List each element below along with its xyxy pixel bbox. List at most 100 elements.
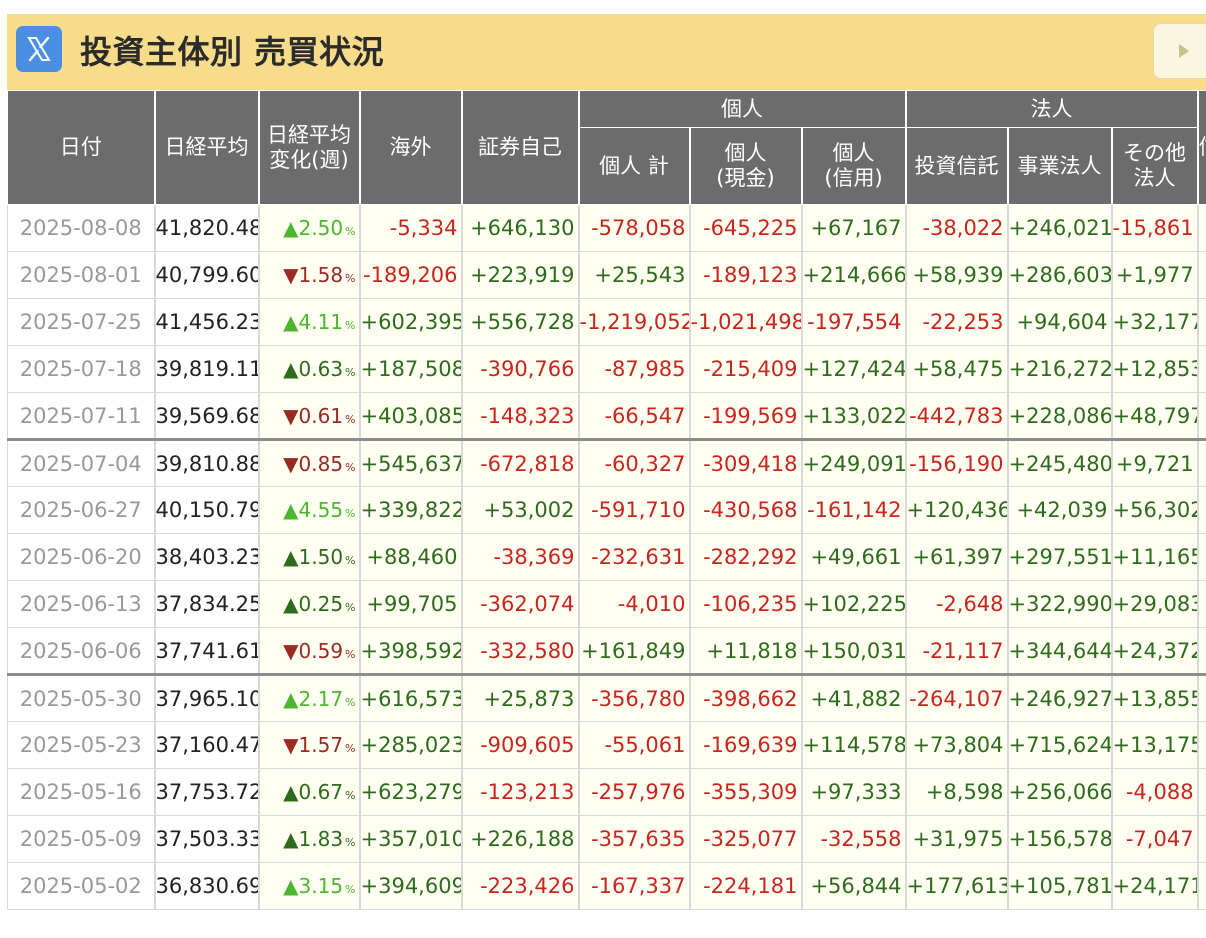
cell-nikkei: 39,569.68 [154,392,260,440]
triangle-down-icon: ▼ [283,638,299,663]
col-individual-total: 個人 計 [578,127,691,205]
cell-business-corp: +286,603 [1007,251,1113,299]
cell-foreign: -189,206 [359,251,463,299]
percent-unit: % [345,225,356,238]
cell-foreign: +187,508 [359,345,463,393]
cell-individual-margin: +67,167 [800,204,907,252]
cell-proprietary: -362,074 [461,580,580,628]
table-row: 2025-08-01 40,799.60 ▼1.58% -189,206 +223,91… [7,251,1206,299]
cell-cut [1197,298,1206,346]
cell-foreign: -5,334 [359,204,463,252]
cell-nikkei-change: ▼0.61% [258,392,361,440]
percent-unit: % [345,319,356,332]
cell-investment-trust: +8,598 [905,768,1009,816]
cell-nikkei: 37,965.10 [154,673,260,722]
cell-nikkei: 39,819.11 [154,345,260,393]
table-row: 2025-08-08 41,820.48 ▲2.50% -5,334 +646,130-… [7,204,1206,252]
next-button[interactable] [1153,23,1206,79]
cell-cut [1197,204,1206,252]
cell-individual-cash: -106,235 [689,580,803,628]
cell-individual-margin: +249,091 [800,438,907,487]
cell-business-corp: +245,480 [1007,438,1113,487]
cell-proprietary: +53,002 [461,486,580,534]
cell-business-corp: +297,551 [1007,533,1113,581]
cell-other-corp: +1,977 [1111,251,1199,299]
cell-nikkei-change: ▼0.59% [258,627,361,675]
cell-proprietary: -672,818 [461,438,580,487]
table-row: 2025-06-20 38,403.23 ▲1.50% +88,460 -38,369-… [7,533,1206,581]
cell-nikkei: 39,810.88 [154,438,260,487]
cell-individual-cash: -1,021,498 [689,298,803,346]
cell-cut [1197,392,1206,440]
cell-individual-margin: +214,666 [800,251,907,299]
change-value: 1.57 [298,733,344,757]
col-nikkei-change: 日経平均 変化(週) [258,90,361,205]
cell-proprietary: +223,919 [461,251,580,299]
cell-investment-trust: +177,613 [905,862,1009,910]
cell-other-corp: +24,171 [1111,862,1199,910]
percent-unit: % [345,789,356,802]
cell-individual-total: -591,710 [578,486,691,534]
x-logo-icon[interactable] [16,26,62,72]
cell-date: 2025-05-23 [7,721,156,769]
cell-cut [1197,486,1206,534]
cell-investment-trust: -442,783 [905,392,1009,440]
percent-unit: % [345,883,356,896]
cell-business-corp: +256,066 [1007,768,1113,816]
cell-nikkei-change: ▲1.50% [258,533,361,581]
cell-individual-total: -578,058 [578,204,691,252]
cell-proprietary: +556,728 [461,298,580,346]
group-corporate: 法人 [905,90,1199,128]
cell-cut [1197,580,1206,628]
cell-nikkei-change: ▲4.11% [258,298,361,346]
triangle-up-icon: ▲ [283,545,299,569]
page-title: 投資主体別 売買状況 [80,33,385,71]
cell-other-corp: +48,797 [1111,392,1199,440]
change-value: 4.55 [298,498,344,522]
cell-nikkei-change: ▼0.85% [258,438,361,487]
cell-nikkei-change: ▲0.25% [258,580,361,628]
triangle-right-icon [1178,44,1189,58]
cell-proprietary: -223,426 [461,862,580,910]
cell-individual-margin: +41,882 [800,673,907,722]
cell-individual-total: -232,631 [578,533,691,581]
cell-investment-trust: -21,117 [905,627,1009,675]
percent-unit: % [345,272,356,285]
cell-investment-trust: -38,022 [905,204,1009,252]
title-bar: 投資主体別 売買状況 [7,14,1206,90]
col-other-corp: その他 法人 [1111,127,1199,205]
cell-other-corp: +13,855 [1111,673,1199,722]
cell-foreign: +88,460 [359,533,463,581]
cell-investment-trust: -264,107 [905,673,1009,722]
cell-investment-trust: +58,939 [905,251,1009,299]
triangle-up-icon: ▲ [283,310,299,334]
cell-individual-total: -167,337 [578,862,691,910]
table-row: 2025-05-02 36,830.69 ▲3.15% +394,609 -223,42… [7,862,1206,910]
cell-nikkei-change: ▼1.58% [258,251,361,299]
cell-other-corp: +11,165 [1111,533,1199,581]
cell-individual-margin: -32,558 [800,815,907,863]
cell-individual-cash: -398,662 [689,673,803,722]
cell-individual-total: -60,327 [578,438,691,487]
cell-individual-cash: -430,568 [689,486,803,534]
cell-business-corp: +246,927 [1007,673,1113,722]
cell-individual-total: +25,543 [578,251,691,299]
cell-other-corp: +56,302 [1111,486,1199,534]
cell-other-corp: -15,861 [1111,204,1199,252]
triangle-up-icon: ▲ [283,686,299,711]
percent-unit: % [345,601,356,614]
cell-individual-cash: -355,309 [689,768,803,816]
triangle-down-icon: ▼ [283,451,299,476]
table-row: 2025-05-09 37,503.33 ▲1.83% +357,010 +226,18… [7,815,1206,863]
table-row: 2025-05-30 37,965.10 ▲2.17% +616,573 +25,873… [7,673,1206,722]
cell-business-corp: +94,604 [1007,298,1113,346]
cell-other-corp: +24,372 [1111,627,1199,675]
col-individual-margin: 個人 (信用) [800,127,907,205]
triangle-up-icon: ▲ [283,780,299,804]
cell-investment-trust: +58,475 [905,345,1009,393]
cell-date: 2025-06-20 [7,533,156,581]
cell-proprietary: +25,873 [461,673,580,722]
cell-nikkei: 38,403.23 [154,533,260,581]
cell-foreign: +99,705 [359,580,463,628]
col-individual-cash: 個人 (現金) [689,127,803,205]
